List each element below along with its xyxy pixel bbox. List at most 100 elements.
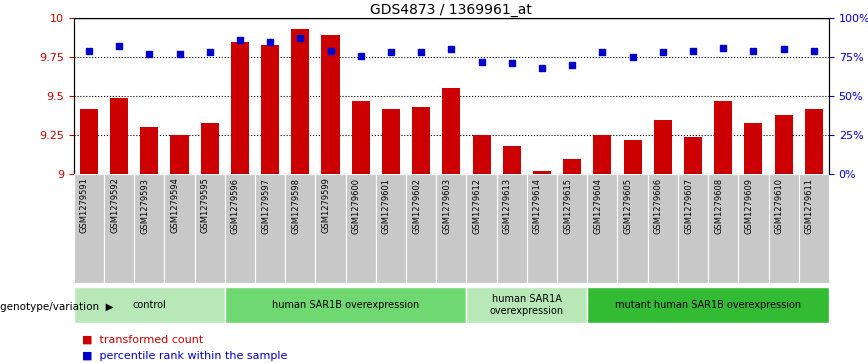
- Bar: [382, 109, 400, 174]
- Point: [595, 50, 609, 56]
- Bar: [104, 174, 135, 283]
- Point: [746, 48, 760, 54]
- Bar: [170, 135, 188, 174]
- Point: [354, 53, 368, 58]
- Text: GSM1279612: GSM1279612: [472, 178, 482, 233]
- Text: GSM1279597: GSM1279597: [261, 178, 270, 233]
- Bar: [472, 135, 490, 174]
- Bar: [466, 174, 496, 283]
- Point: [112, 43, 126, 49]
- Bar: [588, 287, 829, 323]
- Bar: [255, 174, 286, 283]
- Text: human SAR1B overexpression: human SAR1B overexpression: [272, 300, 419, 310]
- Point: [444, 46, 458, 52]
- Bar: [594, 135, 611, 174]
- Bar: [745, 123, 762, 174]
- Bar: [225, 287, 466, 323]
- Bar: [74, 174, 104, 283]
- Bar: [141, 127, 158, 174]
- Point: [565, 62, 579, 68]
- Text: GSM1279591: GSM1279591: [80, 178, 89, 233]
- Bar: [739, 174, 768, 283]
- Bar: [443, 88, 460, 174]
- Point: [777, 46, 791, 52]
- Text: GSM1279608: GSM1279608: [714, 178, 723, 234]
- Bar: [557, 174, 588, 283]
- Point: [203, 50, 217, 56]
- Bar: [774, 115, 792, 174]
- Text: GSM1279595: GSM1279595: [201, 178, 210, 233]
- Bar: [110, 98, 128, 174]
- Text: genotype/variation  ▶: genotype/variation ▶: [0, 302, 114, 312]
- Bar: [201, 123, 219, 174]
- Bar: [648, 174, 678, 283]
- Text: GSM1279592: GSM1279592: [110, 178, 119, 233]
- Bar: [412, 107, 431, 174]
- Point: [173, 51, 187, 57]
- Text: GSM1279603: GSM1279603: [443, 178, 451, 234]
- Text: mutant human SAR1B overexpression: mutant human SAR1B overexpression: [615, 300, 801, 310]
- Point: [807, 48, 821, 54]
- Text: ■  percentile rank within the sample: ■ percentile rank within the sample: [82, 351, 288, 361]
- Text: ■  transformed count: ■ transformed count: [82, 334, 204, 344]
- Point: [686, 48, 700, 54]
- Bar: [533, 171, 551, 174]
- Bar: [708, 174, 739, 283]
- Bar: [496, 174, 527, 283]
- Bar: [684, 137, 702, 174]
- Bar: [654, 120, 672, 174]
- Point: [324, 48, 338, 54]
- Bar: [799, 174, 829, 283]
- Text: GSM1279604: GSM1279604: [594, 178, 602, 233]
- Text: GSM1279613: GSM1279613: [503, 178, 512, 234]
- Bar: [194, 174, 225, 283]
- Bar: [164, 174, 194, 283]
- Bar: [805, 109, 823, 174]
- Bar: [527, 174, 557, 283]
- Bar: [286, 174, 315, 283]
- Text: GSM1279611: GSM1279611: [805, 178, 814, 233]
- Text: GSM1279596: GSM1279596: [231, 178, 240, 233]
- Bar: [406, 174, 437, 283]
- Bar: [768, 174, 799, 283]
- Bar: [623, 140, 641, 174]
- Text: GSM1279600: GSM1279600: [352, 178, 361, 233]
- Point: [656, 50, 670, 56]
- Title: GDS4873 / 1369961_at: GDS4873 / 1369961_at: [371, 3, 532, 17]
- Point: [263, 39, 277, 45]
- Text: GSM1279602: GSM1279602: [412, 178, 421, 233]
- Point: [233, 37, 247, 43]
- Point: [293, 36, 307, 41]
- Bar: [231, 42, 249, 174]
- Bar: [503, 146, 521, 174]
- Bar: [292, 29, 309, 174]
- Bar: [74, 287, 225, 323]
- Bar: [678, 174, 708, 283]
- Point: [716, 45, 730, 51]
- Bar: [261, 45, 279, 174]
- Text: GSM1279606: GSM1279606: [654, 178, 663, 234]
- Point: [142, 51, 156, 57]
- Text: GSM1279598: GSM1279598: [292, 178, 300, 233]
- Point: [414, 50, 428, 56]
- Text: GSM1279601: GSM1279601: [382, 178, 391, 233]
- Bar: [588, 174, 617, 283]
- Bar: [80, 109, 98, 174]
- Text: GSM1279614: GSM1279614: [533, 178, 542, 233]
- Text: GSM1279607: GSM1279607: [684, 178, 693, 234]
- Text: control: control: [133, 300, 166, 310]
- Text: GSM1279615: GSM1279615: [563, 178, 572, 233]
- Point: [535, 65, 549, 71]
- Point: [384, 50, 398, 56]
- Text: GSM1279610: GSM1279610: [774, 178, 784, 233]
- Bar: [315, 174, 345, 283]
- Point: [505, 61, 519, 66]
- Text: GSM1279593: GSM1279593: [141, 178, 149, 233]
- Text: human SAR1A
overexpression: human SAR1A overexpression: [490, 294, 564, 316]
- Bar: [617, 174, 648, 283]
- Bar: [225, 174, 255, 283]
- Text: GSM1279609: GSM1279609: [745, 178, 753, 233]
- Point: [82, 48, 95, 54]
- Bar: [345, 174, 376, 283]
- Point: [475, 59, 489, 65]
